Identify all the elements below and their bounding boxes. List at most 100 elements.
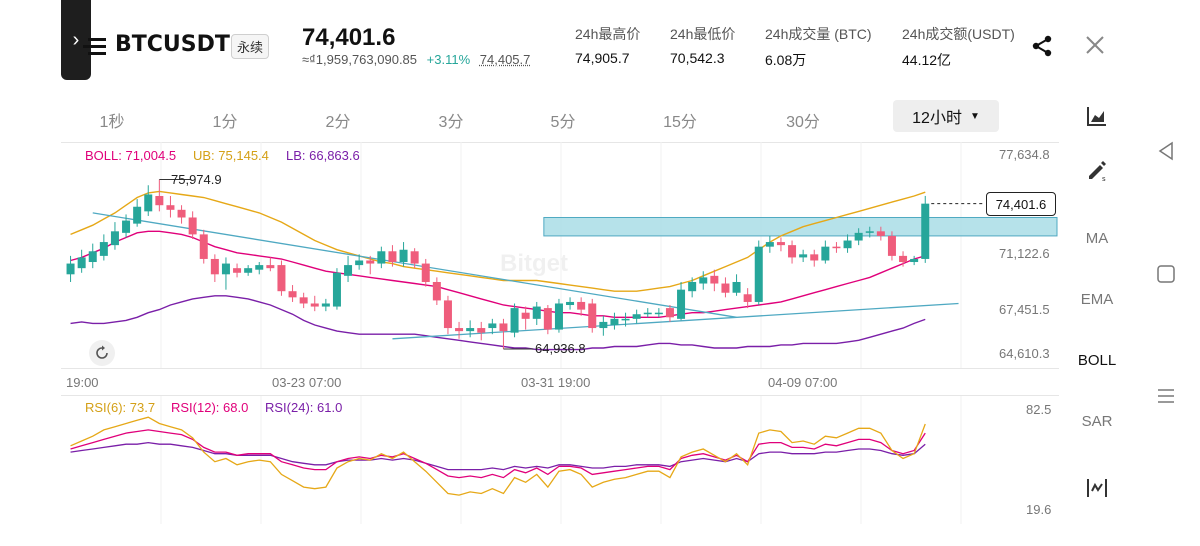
candle [88,243,97,269]
candle-body [366,260,375,264]
timeframe-5m[interactable]: 5分 [550,114,576,131]
candle [532,301,541,325]
candlestick-chart[interactable] [61,142,1059,368]
close-icon[interactable] [1084,34,1106,56]
candle-body [921,203,930,259]
candle [643,308,652,318]
timeframe-1m[interactable]: 1分 [212,114,238,131]
candle-body [88,251,97,263]
candle [244,265,253,276]
reset-view-button[interactable] [89,340,115,366]
candle-body [688,281,697,292]
candle [743,288,752,309]
candle [832,242,841,253]
candle [710,269,719,292]
candle [443,295,452,335]
bitget-watermark: Bitget [500,250,568,277]
candle [554,298,563,333]
candle [410,248,419,269]
symbol-name[interactable]: BTCUSDT [115,32,230,57]
candle-body [743,294,752,302]
rsi-chart[interactable] [61,396,1059,524]
candle-body [421,263,430,282]
candle-body [599,321,608,329]
candle-body [210,258,219,275]
candle-body [754,246,763,302]
candle [288,285,297,302]
candle [299,292,308,309]
candle [854,228,863,246]
candle [388,245,397,267]
timeframe-15m[interactable]: 15分 [663,114,697,131]
candle-body [233,268,242,273]
candle-body [554,303,563,330]
candle [821,240,830,264]
menu-icon[interactable] [80,36,106,56]
candle-body [344,265,353,276]
indicator-ma-button[interactable]: MA [1085,230,1109,247]
price-axis-tick: 77,634.8 [999,147,1050,162]
candle [588,298,597,333]
current-price-tag: 74,401.6 [986,192,1056,216]
chart-type-icon[interactable] [1085,104,1109,128]
timeframe-2m[interactable]: 2分 [325,114,351,131]
time-axis-label: 03-23 07:00 [272,375,342,390]
timeframe-30m[interactable]: 30分 [786,114,820,131]
candle [677,281,686,321]
drawer-toggle-button[interactable]: › [61,0,91,80]
indicator-ema-button[interactable]: EMA [1080,291,1114,308]
candle-body [388,251,397,263]
drawing-tool-icon[interactable]: s [1085,158,1109,182]
candle [233,263,242,278]
boll-lower-legend: LB: 66,863.6 [286,148,360,163]
indicator-sar-button[interactable]: SAR [1081,413,1113,430]
stat-24h-turnover-value: 44.12亿 [902,52,952,68]
indicator-boll-button[interactable]: BOLL [1077,352,1117,369]
candle-body [110,231,119,246]
boll-mid-legend: BOLL: 71,004.5 [85,148,177,163]
mark-price[interactable]: 74,405.7 [479,52,531,67]
candle-body [499,323,508,332]
back-nav-icon[interactable] [1156,141,1176,161]
candle-body [865,231,874,233]
candle-body [577,301,586,310]
candle-body [632,314,641,319]
active-timeframe-label: 12小时 [912,110,962,127]
candle-body [221,263,230,275]
candle-body [532,306,541,319]
candle [654,308,663,318]
refresh-icon [96,345,108,359]
timeframe-3m[interactable]: 3分 [438,114,464,131]
candle [377,246,386,269]
candle [99,234,108,261]
candle [155,179,164,212]
candle [321,298,330,312]
candle-body [477,328,486,333]
candle-body [799,254,808,258]
candle [566,297,575,310]
share-icon[interactable] [1030,34,1054,58]
chevron-right-icon: › [72,28,80,51]
candle-body [588,303,597,329]
candle-body [443,300,452,329]
candle-body [133,206,142,224]
home-nav-icon[interactable] [1156,264,1176,284]
candle [477,321,486,341]
candle [344,255,353,282]
low-price-marker: 64,936.8 [535,341,586,356]
candle [599,315,608,336]
candle-body [543,308,552,330]
candle-body [776,242,785,246]
candle [577,297,586,316]
fit-range-icon[interactable] [1085,476,1109,500]
timeframe-selector-12h[interactable]: 12小时 ▼ [893,100,999,132]
candle [887,231,896,261]
time-axis-label: 03-31 19:00 [521,375,591,390]
candle [122,214,131,238]
candle-body [876,231,885,236]
candle-body [621,318,630,321]
candle [610,312,619,330]
recents-nav-icon[interactable] [1156,386,1176,406]
timeframe-1s[interactable]: 1秒 [99,114,125,131]
candle-body [610,318,619,325]
